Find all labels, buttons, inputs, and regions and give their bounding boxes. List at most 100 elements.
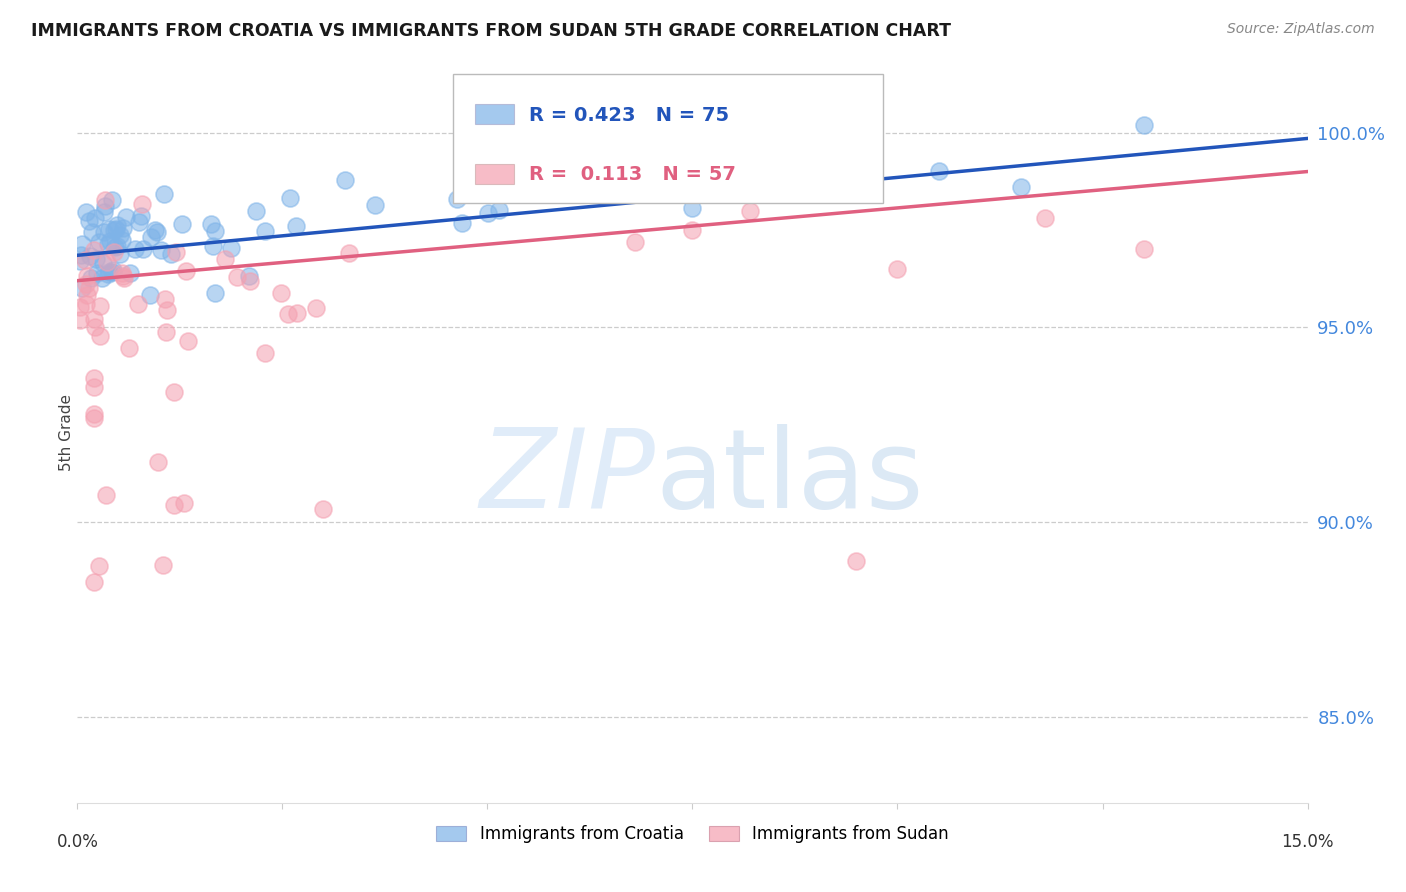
Point [101, 263, 124, 277]
Point [277, 307, 299, 321]
Point [723, 176, 745, 190]
Point [1132, 118, 1154, 132]
Point [446, 192, 468, 206]
Point [152, 558, 174, 573]
Point [599, 188, 621, 202]
Point [165, 244, 187, 259]
Point [103, 244, 125, 259]
Point [69, 300, 91, 314]
Point [488, 203, 510, 218]
Point [174, 264, 197, 278]
Text: Source: ZipAtlas.com: Source: ZipAtlas.com [1227, 22, 1375, 37]
Point [470, 179, 492, 194]
Point [170, 217, 193, 231]
Point [76, 288, 98, 302]
Point [143, 222, 166, 236]
Point [287, 306, 309, 320]
Legend: Immigrants from Croatia, Immigrants from Sudan: Immigrants from Croatia, Immigrants from… [430, 819, 955, 850]
Point [225, 270, 247, 285]
Point [238, 268, 260, 283]
Text: R =  0.113   N = 57: R = 0.113 N = 57 [529, 165, 735, 184]
Point [163, 498, 186, 512]
Text: ZIP: ZIP [479, 424, 655, 531]
Point [91, 271, 114, 285]
Point [89, 300, 111, 314]
FancyBboxPatch shape [453, 73, 883, 203]
Point [146, 455, 169, 469]
Point [86, 266, 108, 280]
Point [83, 574, 105, 589]
Point [173, 496, 195, 510]
Point [139, 230, 162, 244]
Point [83, 243, 105, 257]
Point [200, 217, 222, 231]
Point [738, 203, 761, 218]
Point [253, 346, 276, 360]
Point [139, 288, 162, 302]
Point [112, 271, 135, 285]
Point [80, 270, 103, 285]
FancyBboxPatch shape [475, 104, 515, 125]
Point [96, 488, 118, 502]
Point [115, 210, 138, 224]
Point [87, 235, 110, 249]
Point [97, 236, 120, 251]
Point [477, 205, 499, 219]
Point [118, 341, 141, 355]
Point [75, 297, 97, 311]
Point [204, 224, 226, 238]
Text: atlas: atlas [655, 424, 924, 531]
Point [1010, 179, 1032, 194]
Point [69, 313, 91, 327]
Point [79, 249, 101, 263]
Point [682, 201, 704, 215]
Point [214, 252, 236, 267]
Point [118, 266, 141, 280]
Point [93, 205, 115, 219]
Point [239, 274, 262, 288]
Point [70, 236, 93, 251]
Point [509, 186, 531, 200]
FancyBboxPatch shape [475, 164, 515, 184]
Point [98, 265, 121, 279]
Point [204, 285, 226, 300]
Point [129, 209, 152, 223]
Point [84, 211, 107, 226]
Point [624, 235, 647, 249]
Point [83, 371, 105, 385]
Point [124, 243, 146, 257]
Point [94, 193, 117, 207]
Point [93, 256, 115, 270]
Point [177, 334, 200, 348]
Point [101, 193, 124, 207]
Point [69, 254, 91, 268]
Point [100, 234, 122, 248]
Point [103, 240, 125, 254]
Point [94, 199, 117, 213]
Point [83, 407, 105, 421]
Point [335, 173, 357, 187]
Point [159, 247, 181, 261]
Point [70, 248, 93, 262]
Point [127, 297, 149, 311]
Point [305, 301, 328, 315]
Point [96, 255, 118, 269]
Point [111, 221, 134, 235]
Point [682, 223, 704, 237]
Point [128, 215, 150, 229]
Point [75, 205, 97, 219]
Point [156, 302, 179, 317]
Point [93, 226, 115, 240]
Text: R = 0.423   N = 75: R = 0.423 N = 75 [529, 105, 728, 125]
Text: IMMIGRANTS FROM CROATIA VS IMMIGRANTS FROM SUDAN 5TH GRADE CORRELATION CHART: IMMIGRANTS FROM CROATIA VS IMMIGRANTS FR… [31, 22, 950, 40]
Point [105, 218, 128, 232]
Point [450, 216, 472, 230]
Point [163, 384, 186, 399]
Point [131, 197, 153, 211]
Point [845, 154, 868, 169]
Point [105, 239, 128, 253]
Point [337, 246, 360, 260]
Point [73, 253, 96, 268]
Point [84, 252, 107, 266]
Point [1132, 243, 1154, 257]
